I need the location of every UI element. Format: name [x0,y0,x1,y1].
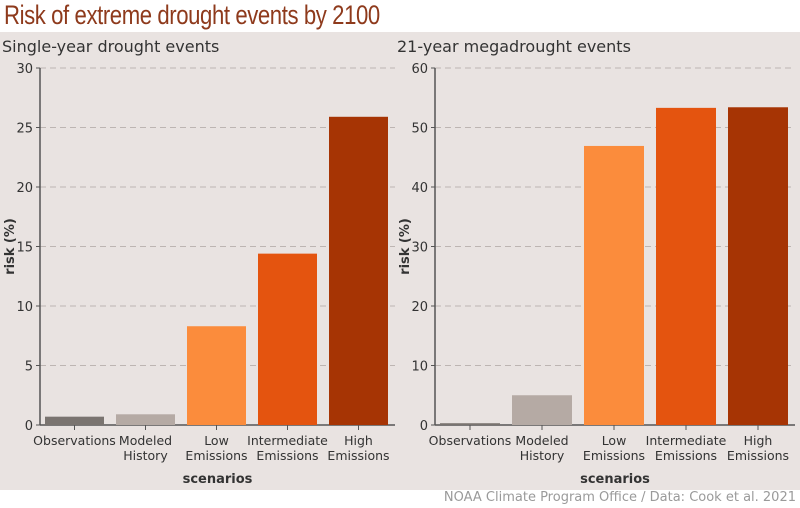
x-tick-label: Intermediate Emissions [646,433,727,463]
bar [584,145,644,425]
x-tick-label: Modeled History [515,433,568,463]
bar [440,423,500,425]
bar [187,326,246,425]
x-tick-label: Observations [33,433,116,448]
bar [258,253,317,425]
x-axis-label: scenarios [580,472,650,487]
x-tick-label: Low Emissions [583,433,645,463]
y-tick-label: 40 [411,181,428,196]
x-tick-label: Intermediate Emissions [247,433,328,463]
bar [728,107,788,426]
y-tick-label: 30 [16,62,33,77]
x-axis-label: scenarios [183,472,253,487]
x-tick-label: Observations [429,433,512,448]
y-tick-label: 60 [411,62,428,77]
x-tick-label: High Emissions [327,433,389,463]
y-tick-label: 0 [420,419,428,434]
y-tick-label: 50 [411,122,428,137]
y-tick-label: 30 [411,241,428,256]
main-title: Risk of extreme drought events by 2100 [4,0,380,30]
y-tick-label: 10 [16,300,33,315]
y-tick-label: 20 [16,181,33,196]
y-axis-label: risk (%) [398,218,413,275]
y-tick-label: 5 [25,360,33,375]
source-credit: NOAA Climate Program Office / Data: Cook… [443,490,796,505]
chart-title: Single-year drought events [2,37,219,56]
y-tick-label: 0 [25,419,33,434]
y-axis-label: risk (%) [3,218,18,275]
bar [512,395,572,425]
y-tick-label: 10 [411,360,428,375]
x-tick-label: High Emissions [727,433,789,463]
y-tick-label: 20 [411,300,428,315]
x-tick-label: Modeled History [119,433,172,463]
y-tick-label: 15 [16,241,33,256]
bar [116,414,175,425]
x-tick-label: Low Emissions [185,433,247,463]
bar [656,107,716,426]
chart-title: 21-year megadrought events [397,37,631,56]
bar [45,416,104,425]
bar [329,116,388,425]
y-tick-label: 25 [16,122,33,137]
